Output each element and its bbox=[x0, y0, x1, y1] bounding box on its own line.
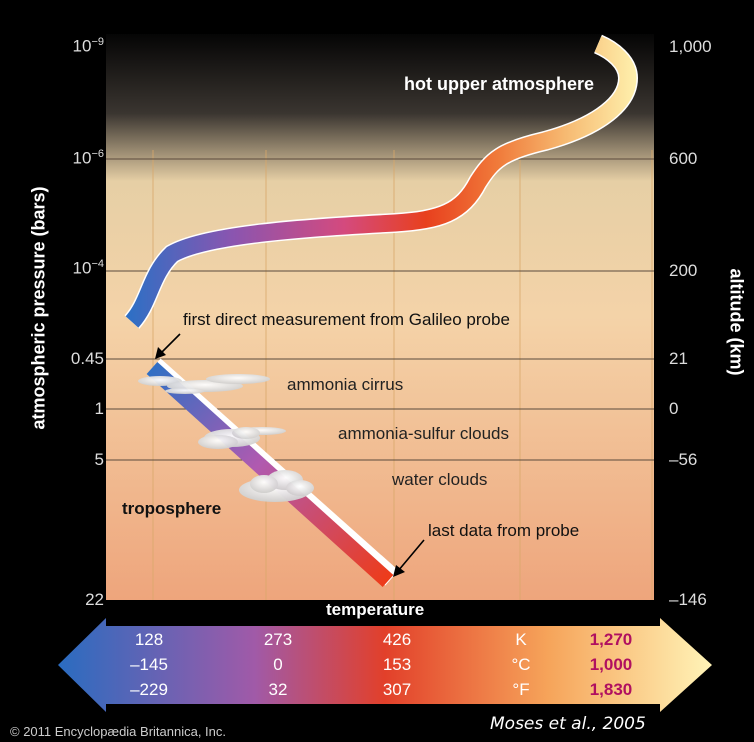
temp-col-2-f: 32 bbox=[268, 680, 288, 699]
right-tick-minus56: –56 bbox=[669, 450, 698, 469]
left-tick-1e-6: 10−6 bbox=[72, 148, 104, 168]
ammonia-sulfur-cloud bbox=[198, 427, 286, 449]
left-tick-22: 22 bbox=[85, 590, 104, 609]
temp-unit-f: °F bbox=[512, 680, 530, 699]
temp-col-4-k: 1,270 bbox=[589, 630, 633, 649]
left-tick-5: 5 bbox=[94, 450, 104, 469]
temperature-scale-arrow bbox=[58, 618, 712, 712]
right-tick-0: 0 bbox=[669, 399, 679, 418]
water-clouds-label: water clouds bbox=[392, 470, 488, 489]
temperature-title-bar bbox=[106, 600, 656, 622]
right-axis-title: altitude (km) bbox=[726, 268, 747, 376]
temp-unit-c: °C bbox=[511, 655, 531, 674]
temp-unit-k: K bbox=[515, 630, 527, 649]
temp-col-1-k: 128 bbox=[134, 630, 164, 649]
last-data-arrow bbox=[393, 539, 425, 577]
left-tick-1e-4: 10−4 bbox=[72, 258, 104, 278]
left-tick-0-45: 0.45 bbox=[70, 349, 104, 368]
temp-col-4-f: 1,830 bbox=[589, 680, 633, 699]
left-tick-1e-9: 10−9 bbox=[72, 36, 104, 56]
temp-col-1-f: –229 bbox=[130, 680, 168, 699]
first-measurement-label: first direct measurement from Galileo pr… bbox=[183, 310, 510, 329]
right-tick-21: 21 bbox=[669, 349, 688, 368]
temp-col-2-k: 273 bbox=[263, 630, 293, 649]
citation-text: Moses et al., 2005 bbox=[490, 714, 646, 734]
troposphere-label: troposphere bbox=[122, 499, 222, 518]
right-tick-minus146: –146 bbox=[669, 590, 707, 609]
temp-col-3-c: 153 bbox=[382, 655, 412, 674]
right-tick-600: 600 bbox=[669, 149, 698, 168]
temp-col-4-c: 1,000 bbox=[589, 655, 633, 674]
temp-col-3-f: 307 bbox=[382, 680, 412, 699]
last-data-label: last data from probe bbox=[428, 521, 580, 540]
temp-col-3-k: 426 bbox=[382, 630, 412, 649]
temp-col-1-c: –145 bbox=[130, 655, 168, 674]
first-measurement-arrow bbox=[155, 333, 181, 359]
copyright-text: © 2011 Encyclopædia Britannica, Inc. bbox=[10, 724, 227, 739]
temperature-title: temperature bbox=[326, 600, 425, 619]
right-tick-1000: 1,000 bbox=[669, 37, 712, 56]
hot-upper-atmosphere-label: hot upper atmosphere bbox=[404, 74, 595, 94]
ammonia-cirrus-cloud bbox=[138, 374, 270, 394]
upper-atmosphere-curve bbox=[125, 36, 637, 328]
ammonia-sulfur-label: ammonia-sulfur clouds bbox=[338, 424, 510, 443]
left-axis-title: atmospheric pressure (bars) bbox=[28, 186, 49, 430]
right-tick-200: 200 bbox=[669, 261, 698, 280]
water-cloud bbox=[239, 470, 314, 502]
temp-col-2-c: 0 bbox=[273, 655, 283, 674]
left-tick-1: 1 bbox=[94, 399, 104, 418]
ammonia-cirrus-label: ammonia cirrus bbox=[287, 375, 404, 394]
